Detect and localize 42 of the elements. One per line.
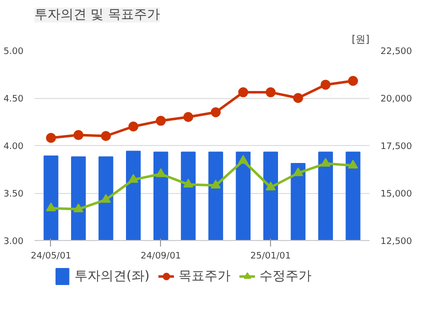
y2-tick-label: 22,500 (380, 47, 412, 57)
y-tick-label: 4.00 (3, 142, 24, 152)
point (293, 167, 304, 176)
point (128, 174, 138, 183)
point (238, 155, 248, 164)
x-tick-label: 24/09/01 (140, 252, 182, 262)
y2-tick-label: 12,500 (380, 237, 412, 247)
point (46, 132, 56, 143)
point (100, 131, 111, 141)
point (348, 76, 358, 86)
point (156, 168, 166, 178)
point (266, 87, 276, 98)
point (210, 180, 221, 188)
point (156, 116, 166, 126)
point (183, 178, 194, 188)
y-tick-label: 3.50 (3, 190, 24, 200)
x-tick-label: 25/01/01 (250, 252, 291, 262)
point (348, 160, 358, 169)
point (73, 203, 84, 212)
point (320, 80, 331, 90)
x-tick-label: 24/05/01 (30, 252, 72, 262)
point (46, 202, 56, 212)
point (210, 107, 221, 118)
legend-label: 투자의견(좌) (74, 268, 150, 285)
y2-tick-label: 20,000 (380, 94, 412, 104)
legend-label: 목표주가 (178, 268, 231, 285)
y-tick-label: 4.50 (3, 94, 24, 104)
point (128, 122, 138, 132)
chart-title: 투자의견 및 목표주가 (34, 8, 160, 22)
point (73, 130, 84, 140)
y2-tick-label: 17,500 (380, 142, 412, 152)
point (238, 87, 248, 98)
point (266, 182, 276, 190)
point (183, 112, 194, 122)
y2-axis-title: [원] (352, 34, 370, 46)
y-tick-label: 3.00 (3, 237, 24, 247)
point (320, 158, 331, 167)
y-tick-label: 5.00 (3, 47, 24, 57)
y2-tick-label: 15,000 (380, 190, 412, 200)
legend-label: 수정주가 (260, 268, 312, 285)
point (100, 194, 111, 203)
point (293, 93, 304, 103)
